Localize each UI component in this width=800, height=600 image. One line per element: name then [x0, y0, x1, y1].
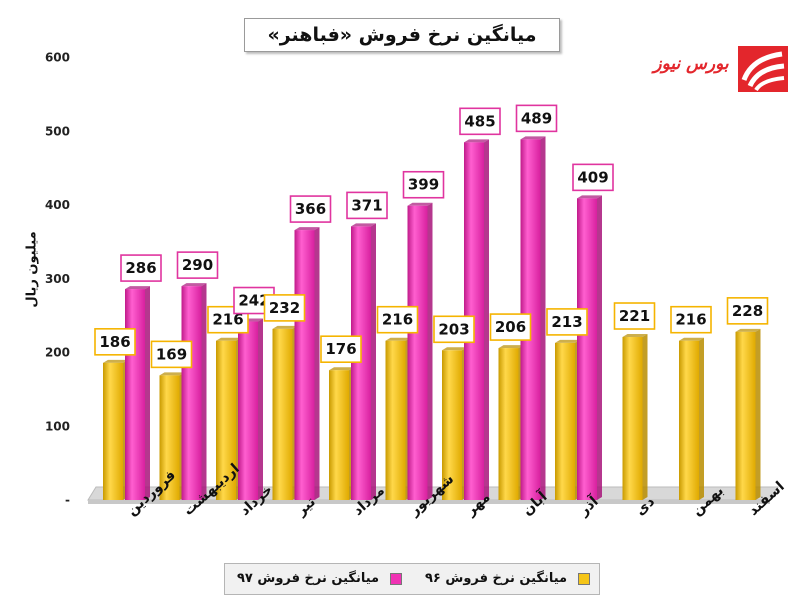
svg-text:371: 371 — [351, 196, 382, 214]
svg-text:176: 176 — [325, 340, 356, 358]
chart-title: میانگین نرخ فروش «فباهنر» — [244, 18, 560, 52]
bar-96 — [555, 339, 580, 500]
y-tick-label: 400 — [45, 198, 70, 212]
bar-96 — [735, 328, 761, 500]
data-label-97: 371 — [346, 191, 388, 220]
svg-text:366: 366 — [295, 200, 326, 218]
svg-text:216: 216 — [675, 311, 706, 329]
data-label-96: 186 — [94, 328, 136, 356]
data-label-96: 221 — [613, 302, 656, 330]
bar-97 — [351, 223, 376, 500]
bar-96 — [272, 325, 298, 500]
svg-text:169: 169 — [156, 345, 187, 363]
y-tick-label: - — [65, 493, 70, 507]
svg-text:290: 290 — [182, 256, 213, 274]
data-label-97: 286 — [120, 254, 162, 282]
svg-text:216: 216 — [382, 311, 413, 329]
legend-label-97: میانگین نرخ فروش ۹۷ — [237, 571, 380, 586]
data-label-97: 290 — [176, 251, 219, 279]
bar-97 — [238, 318, 263, 500]
legend-swatch-97 — [389, 572, 402, 585]
y-tick-label: 100 — [45, 419, 70, 433]
svg-text:489: 489 — [521, 109, 552, 127]
legend-swatch-96 — [577, 572, 590, 585]
y-tick-label: 600 — [45, 51, 70, 65]
bar-96 — [329, 367, 354, 500]
legend: میانگین نرخ فروش ۹۷ میانگین نرخ فروش ۹۶ — [224, 563, 600, 595]
legend-item-97: میانگین نرخ فروش ۹۷ — [237, 571, 402, 587]
svg-text:232: 232 — [269, 299, 300, 317]
svg-text:213: 213 — [551, 313, 582, 331]
svg-text:228: 228 — [732, 302, 763, 320]
data-label-97: 366 — [289, 195, 332, 223]
logo-mark-icon — [738, 46, 788, 92]
bar-96 — [622, 334, 648, 500]
bar-97 — [407, 202, 433, 501]
data-label-96: 169 — [150, 340, 193, 369]
y-tick-label: 300 — [45, 272, 70, 286]
legend-label-96: میانگین نرخ فروش ۹۶ — [425, 571, 568, 586]
data-label-97: 489 — [515, 104, 558, 133]
svg-text:399: 399 — [408, 176, 439, 194]
svg-text:203: 203 — [438, 320, 469, 338]
data-label-96: 176 — [320, 335, 362, 364]
y-axis: - 100 200 300 400 500 600 — [45, 51, 70, 508]
svg-text:221: 221 — [619, 307, 650, 325]
y-axis-label: میلیون ریال — [24, 231, 40, 308]
bar-97 — [125, 286, 150, 500]
svg-text:216: 216 — [212, 311, 243, 329]
data-label-97: 399 — [402, 170, 445, 199]
data-label-97: 242 — [233, 286, 275, 315]
bar-96 — [385, 337, 411, 500]
legend-item-96: میانگین نرخ فروش ۹۶ — [425, 571, 590, 587]
bar-97 — [577, 195, 602, 501]
data-label-97: 485 — [459, 107, 501, 136]
svg-text:485: 485 — [464, 112, 495, 130]
svg-text:409: 409 — [577, 168, 608, 186]
logo-text: بورس نیوز — [653, 54, 729, 74]
data-label-96: 216 — [207, 305, 249, 334]
bar-96 — [498, 345, 524, 500]
data-label-96: 213 — [546, 308, 588, 336]
floor-edge — [88, 500, 770, 504]
data-label-96: 216 — [376, 305, 419, 334]
y-tick-label: 200 — [45, 346, 70, 360]
svg-text:242: 242 — [238, 292, 269, 310]
logo: بورس نیوز — [652, 40, 790, 98]
bar-96 — [679, 337, 704, 500]
data-label-96: 228 — [726, 297, 769, 325]
data-label-96: 232 — [263, 294, 306, 322]
data-label-97: 409 — [572, 163, 614, 192]
data-label-96: 216 — [670, 305, 712, 334]
data-label-96: 203 — [433, 315, 475, 344]
svg-text:186: 186 — [99, 333, 130, 351]
bar-96 — [103, 359, 128, 500]
bar-97 — [181, 283, 207, 500]
bar-97 — [294, 227, 320, 500]
y-tick-label: 500 — [45, 124, 70, 138]
svg-text:206: 206 — [495, 318, 526, 336]
svg-text:286: 286 — [125, 259, 156, 277]
data-label-96: 206 — [489, 313, 532, 341]
